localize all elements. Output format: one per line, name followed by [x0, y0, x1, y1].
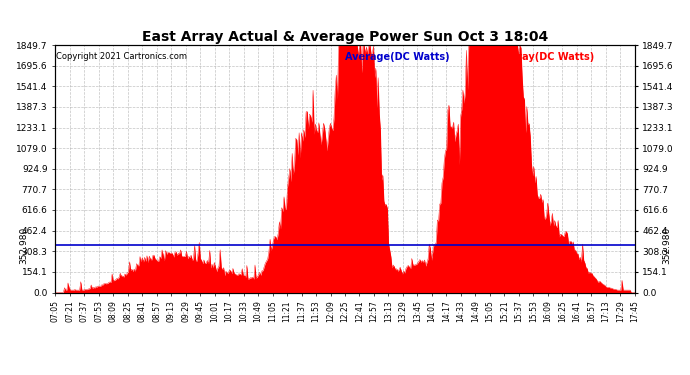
- Text: Average(DC Watts): Average(DC Watts): [345, 53, 450, 62]
- Text: 352.980: 352.980: [662, 226, 671, 264]
- Text: East Array(DC Watts): East Array(DC Watts): [478, 53, 595, 62]
- Text: 352.980: 352.980: [19, 226, 28, 264]
- Text: Copyright 2021 Cartronics.com: Copyright 2021 Cartronics.com: [56, 53, 187, 62]
- Title: East Array Actual & Average Power Sun Oct 3 18:04: East Array Actual & Average Power Sun Oc…: [142, 30, 548, 44]
